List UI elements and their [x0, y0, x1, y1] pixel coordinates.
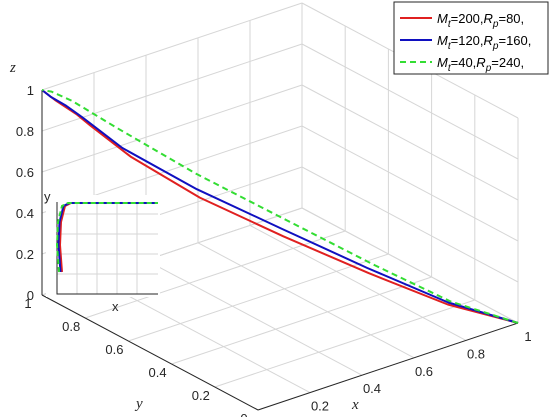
y-tick-label: 0	[240, 411, 247, 417]
grid-line	[41, 84, 303, 173]
z-tick-label: 1	[27, 83, 34, 98]
inset-plot: y x	[44, 189, 160, 314]
grid-line	[197, 242, 415, 359]
y-tick-label: 0.2	[192, 388, 210, 403]
grid-line	[214, 299, 475, 388]
grid-line	[301, 84, 519, 201]
legend: Mt=200,Rp=80, Mt=120,Rp=160, Mt=40,Rp=240,	[393, 1, 549, 75]
legend-label: Mt=200,Rp=80,	[437, 11, 524, 30]
z-tick-label: 0	[27, 288, 34, 303]
grid-line	[85, 230, 346, 319]
series-line	[41, 89, 519, 324]
grid-line	[249, 224, 467, 341]
z-tick-label: 0.4	[16, 206, 34, 221]
inset-axes	[56, 202, 158, 295]
grid-line	[301, 166, 519, 283]
legend-label: Mt=120,Rp=160,	[437, 33, 531, 52]
series-line	[41, 89, 519, 324]
inset-background	[46, 195, 160, 297]
grid-line	[41, 43, 303, 132]
x-axis-label: x	[351, 397, 359, 413]
tick-labels: 00.20.40.60.8100.20.40.60.8100.20.40.60.…	[16, 83, 532, 417]
x-tick-label: 0.6	[415, 364, 433, 379]
x-tick-label: 0.2	[311, 399, 329, 414]
legend-box	[393, 1, 549, 75]
grid-line	[128, 253, 389, 342]
inset-y-label: y	[44, 189, 51, 204]
x-tick-label: 0.8	[467, 346, 485, 361]
y-axis-label: y	[134, 396, 143, 412]
series-line	[41, 89, 519, 324]
grid-line	[301, 207, 519, 324]
z-tick-label: 0.6	[16, 165, 34, 180]
inset-series	[55, 202, 158, 273]
inset-series-line	[55, 202, 158, 273]
grid-line	[41, 2, 303, 91]
z-axis-label: z	[9, 60, 16, 76]
y-tick-label: 0.6	[105, 342, 123, 357]
inset-grid	[57, 202, 158, 294]
x-axis-line	[257, 322, 519, 411]
grid-line	[171, 276, 432, 365]
grid-line	[301, 43, 519, 160]
axes	[41, 90, 519, 411]
inset-x-label: x	[112, 299, 119, 314]
series-lines	[41, 89, 519, 324]
x-tick-label: 0.4	[363, 381, 381, 396]
x-tick-label: 1	[524, 329, 531, 344]
y-tick-label: 0.4	[149, 365, 167, 380]
grid-line	[301, 125, 519, 242]
z-tick-label: 0.8	[16, 124, 34, 139]
y-tick-label: 1	[24, 296, 31, 311]
legend-label: Mt=40,Rp=240,	[437, 55, 524, 74]
z-tick-label: 0.2	[16, 247, 34, 262]
y-axis-line	[41, 294, 259, 411]
y-tick-label: 0.8	[62, 319, 80, 334]
grid-line	[145, 259, 363, 376]
